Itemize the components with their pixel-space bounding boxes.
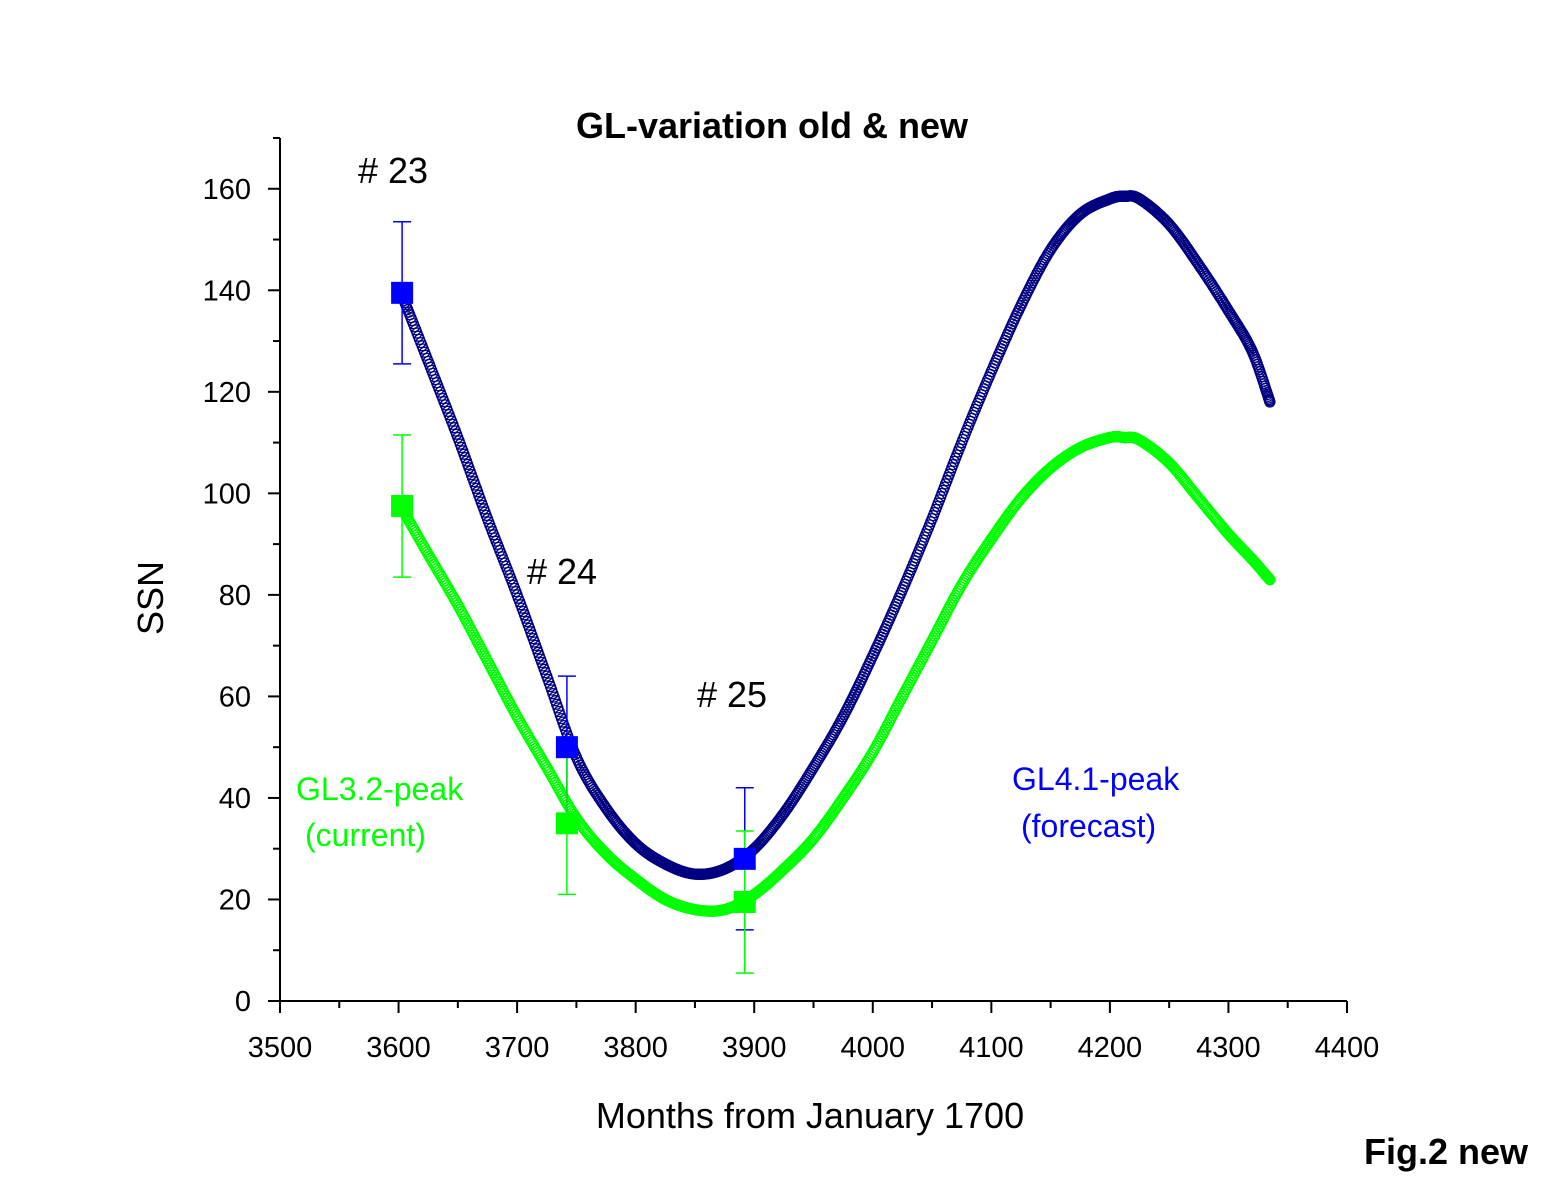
gl41-label-line1: GL4.1-peak	[1012, 761, 1180, 797]
y-tick-label: 0	[235, 986, 251, 1018]
x-ticks: 3500 3600 3700 3800 3900 4000 4100 4200 4300 4400	[248, 1001, 1380, 1064]
marker-gl41	[733, 847, 756, 870]
y-tick-label: 80	[219, 580, 251, 612]
x-tick-label: 3600	[366, 1032, 431, 1064]
gl41-label-line2: (forecast)	[1021, 808, 1156, 844]
y-tick-label: 20	[219, 884, 251, 916]
x-tick-label: 4200	[1078, 1032, 1143, 1064]
y-tick-label: 40	[219, 783, 251, 815]
marker-gl32	[555, 812, 578, 835]
figure-label: Fig.2 new	[1364, 1131, 1529, 1172]
y-tick-label: 160	[203, 174, 251, 206]
y-tick-label: 140	[203, 275, 251, 307]
series-gl41	[396, 190, 1276, 880]
marker-gl41	[391, 281, 414, 304]
y-axis-label: SSN	[130, 561, 171, 635]
x-tick-label: 3700	[485, 1032, 550, 1064]
x-tick-label: 4400	[1315, 1032, 1380, 1064]
y-ticks: 0 20 40 60 80 100 120 140 160	[203, 137, 280, 1018]
x-tick-label: 3800	[603, 1032, 668, 1064]
cycle-24-label: # 24	[527, 551, 597, 592]
x-tick-label: 4000	[841, 1032, 906, 1064]
marker-gl41	[555, 736, 578, 759]
marker-gl32	[733, 891, 756, 914]
curve-point	[1264, 396, 1276, 408]
x-tick-label: 4300	[1196, 1032, 1261, 1064]
gl32-label-line2: (current)	[305, 817, 426, 853]
curves	[396, 190, 1276, 917]
marker-gl32	[391, 495, 414, 518]
x-tick-label: 3900	[722, 1032, 787, 1064]
x-axis-label: Months from January 1700	[596, 1095, 1024, 1136]
chart-title: GL-variation old & new	[576, 105, 969, 146]
cycle-23-label: # 23	[358, 150, 428, 191]
curve-point	[1264, 574, 1276, 586]
y-tick-label: 100	[203, 478, 251, 510]
gl32-label-line1: GL3.2-peak	[296, 771, 464, 807]
y-tick-label: 60	[219, 681, 251, 713]
x-tick-label: 4100	[959, 1032, 1024, 1064]
cycle-25-label: # 25	[697, 674, 767, 715]
cycle-markers	[391, 281, 756, 914]
series-gl32	[396, 431, 1276, 917]
y-tick-label: 120	[203, 377, 251, 409]
x-tick-label: 3500	[248, 1032, 313, 1064]
